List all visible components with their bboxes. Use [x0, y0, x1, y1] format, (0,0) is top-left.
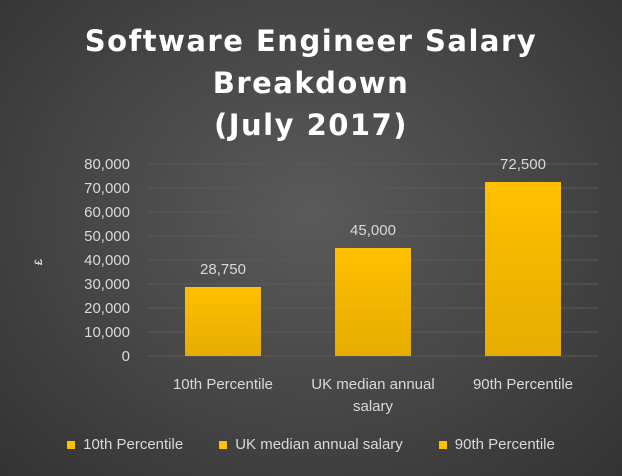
- category-label: UK median annual: [311, 376, 434, 393]
- data-label: 45,000: [350, 222, 396, 239]
- legend-swatch: [219, 440, 228, 449]
- legend: 10th Percentile UK median annual salary …: [0, 436, 622, 453]
- category-label: salary: [353, 398, 394, 415]
- y-tick-label: 0: [122, 348, 130, 365]
- legend-label: 10th Percentile: [83, 436, 184, 453]
- chart-title: Software Engineer Salary Breakdown (July…: [0, 20, 622, 146]
- chart-title-line-2: Breakdown: [212, 66, 410, 100]
- legend-item: UK median annual salary: [219, 436, 403, 453]
- legend-item: 90th Percentile: [438, 436, 555, 453]
- chart-title-line-1: Software Engineer Salary: [84, 24, 538, 58]
- data-label: 28,750: [200, 261, 246, 278]
- bar: [185, 287, 261, 356]
- y-tick-label: 60,000: [84, 204, 130, 221]
- data-label: 72,500: [500, 156, 546, 173]
- legend-label: UK median annual salary: [235, 436, 403, 453]
- legend-swatch: [438, 440, 447, 449]
- legend-item: 10th Percentile: [67, 436, 183, 453]
- legend-label: 90th Percentile: [454, 436, 555, 453]
- y-tick-label: 20,000: [84, 300, 130, 317]
- y-tick-label: 50,000: [84, 228, 130, 245]
- category-labels: 10th Percentile UK median annual salary 90t…: [173, 376, 573, 415]
- y-tick-labels: 0 10,000 20,000 30,000 40,000 50,000 60,000 70,…: [84, 156, 130, 365]
- y-tick-label: 80,000: [84, 156, 130, 173]
- y-tick-label: 70,000: [84, 180, 130, 197]
- bar: [335, 248, 411, 356]
- bar: [485, 182, 561, 356]
- chart-title-line-3: (July 2017): [213, 108, 409, 142]
- y-tick-label: 40,000: [84, 252, 130, 269]
- category-label: 10th Percentile: [173, 376, 273, 393]
- y-axis-label: £: [33, 259, 45, 265]
- legend-swatch: [67, 440, 76, 449]
- data-labels: 28,750 45,000 72,500: [200, 156, 546, 278]
- category-label: 90th Percentile: [473, 376, 573, 393]
- y-tick-label: 10,000: [84, 324, 130, 341]
- y-tick-label: 30,000: [84, 276, 130, 293]
- bars: [185, 182, 561, 356]
